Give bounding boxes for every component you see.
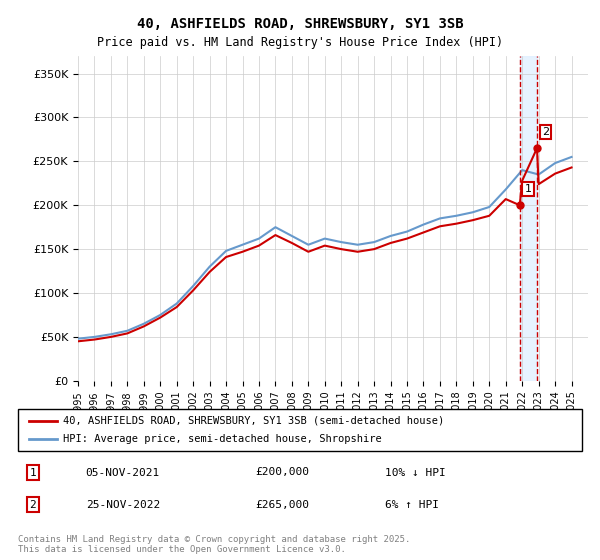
Text: Contains HM Land Registry data © Crown copyright and database right 2025.
This d: Contains HM Land Registry data © Crown c… <box>18 535 410 554</box>
Text: 2: 2 <box>542 127 549 137</box>
Bar <box>520 56 537 381</box>
Text: 05-NOV-2021: 05-NOV-2021 <box>86 468 160 478</box>
Text: £265,000: £265,000 <box>255 500 309 510</box>
Text: 25-NOV-2022: 25-NOV-2022 <box>86 500 160 510</box>
FancyBboxPatch shape <box>18 409 582 451</box>
Text: Price paid vs. HM Land Registry's House Price Index (HPI): Price paid vs. HM Land Registry's House … <box>97 36 503 49</box>
Text: 1: 1 <box>29 468 36 478</box>
Text: 6% ↑ HPI: 6% ↑ HPI <box>385 500 439 510</box>
Text: 40, ASHFIELDS ROAD, SHREWSBURY, SY1 3SB (semi-detached house): 40, ASHFIELDS ROAD, SHREWSBURY, SY1 3SB … <box>63 416 445 426</box>
Text: £200,000: £200,000 <box>255 468 309 478</box>
Text: 1: 1 <box>524 184 532 194</box>
Text: 10% ↓ HPI: 10% ↓ HPI <box>385 468 445 478</box>
Text: HPI: Average price, semi-detached house, Shropshire: HPI: Average price, semi-detached house,… <box>63 434 382 444</box>
Text: 2: 2 <box>29 500 36 510</box>
Text: 40, ASHFIELDS ROAD, SHREWSBURY, SY1 3SB: 40, ASHFIELDS ROAD, SHREWSBURY, SY1 3SB <box>137 17 463 31</box>
